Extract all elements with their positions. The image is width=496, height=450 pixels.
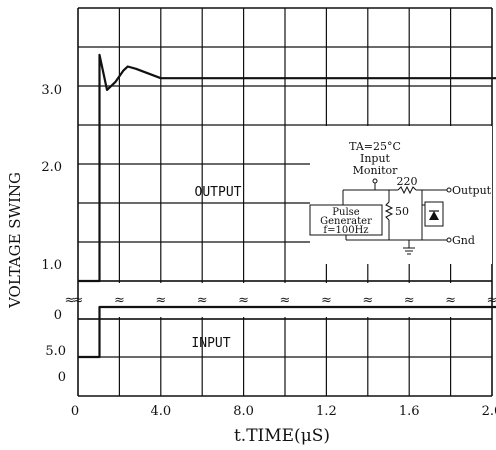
y-tick-label: 5.0 [45,344,66,359]
y-tick-label: 2.0 [41,160,62,175]
series-curves [78,53,496,359]
break-symbol: ≈ [65,293,76,308]
gnd-terminal-label: Gnd [452,234,475,247]
generator-label-1: Pulse [332,207,359,218]
ground-icon [403,247,415,255]
break-symbol: ≈ [445,293,456,308]
axis-break-row: ≈ ≈ ≈ ≈ ≈ ≈ ≈ ≈ ≈ ≈ ≈≈ [65,280,496,320]
x-tick-label: 2.0 [482,404,496,419]
break-symbol: ≈ [73,293,84,308]
y-tick-label: 1.0 [41,258,62,273]
x-tick-label: 1.6 [399,404,420,419]
pulse-generator-box [309,204,383,236]
temperature-label: TA=25°C [349,140,401,153]
inset-background [310,126,492,264]
break-symbol: ≈ [404,293,415,308]
break-symbol: ≈ [487,293,496,308]
output-terminal-label: Output [452,184,492,197]
series-line-output [78,53,496,283]
break-symbol: ≈ [197,293,208,308]
x-tick-label: 0 [71,404,79,419]
series-label-input: INPUT [191,336,230,351]
chart-grid [77,7,493,397]
break-symbol: ≈ [321,293,332,308]
y-tick-label: 0 [58,370,66,385]
x-axis-label: t.TIME(μS) [234,426,330,446]
generator-label-2: Generater [320,216,372,227]
break-symbol: ≈ [280,293,291,308]
y-tick-label: 0 [54,308,62,323]
series-line-input [78,305,496,359]
gnd-terminal [446,237,452,243]
x-tick-label: 1.2 [316,404,337,419]
y-tick-labels: 3.0 2.0 1.0 0 5.0 0 [41,83,66,385]
break-symbol: ≈ [362,293,373,308]
x-tick-labels: 0 4.0 8.0 1.2 1.6 2.0 [71,404,496,419]
y-axis-label: VOLTAGE SWING [6,172,24,309]
break-band [79,283,491,317]
break-symbol: ≈ [155,293,166,308]
input-monitor-label-2: Monitor [353,164,399,177]
break-symbol: ≈ [238,293,249,308]
diode-icon [429,211,439,220]
test-circuit-inset: TA=25°C Input Monitor 220 Output Pulse G… [309,126,492,264]
resistor-50-label: 50 [395,205,409,218]
output-terminal [446,187,452,193]
series-label-output: OUTPUT [195,185,242,200]
x-tick-label: 4.0 [150,404,171,419]
break-symbol: ≈ [114,293,125,308]
y-tick-label: 3.0 [41,83,62,98]
x-tick-label: 8.0 [233,404,254,419]
generator-label-3: f=100Hz [323,225,368,236]
resistor-50-icon [384,201,394,221]
input-monitor-label-1: Input [360,152,391,165]
resistor-220-label: 220 [397,175,418,188]
resistor-220-icon [397,185,417,195]
